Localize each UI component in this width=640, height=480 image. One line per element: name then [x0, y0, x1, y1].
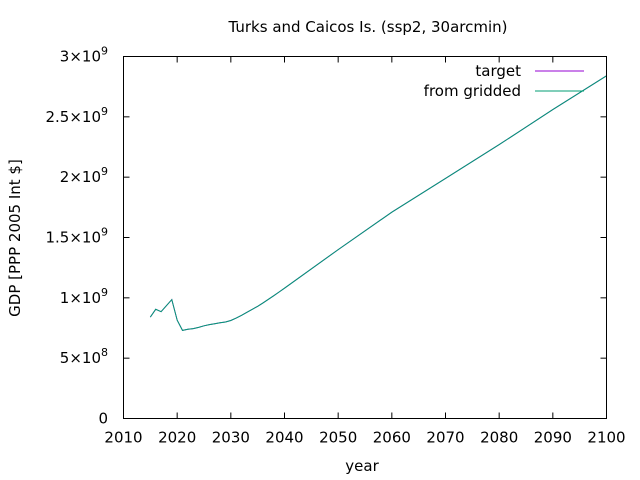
y-tick-label: 0	[98, 410, 108, 428]
legend-label: target	[475, 62, 521, 80]
x-axis-label: year	[345, 457, 379, 475]
x-tick-label: 2010	[104, 429, 142, 447]
series-line	[149, 75, 607, 331]
x-tick-label: 2030	[212, 429, 250, 447]
x-tick-label: 2040	[265, 429, 303, 447]
legend: target from gridded	[424, 62, 584, 100]
series-lines	[149, 75, 607, 331]
y-axis-label: GDP [PPP 2005 Int $]	[6, 159, 24, 317]
y-tick-label: 3×109	[60, 45, 108, 66]
chart-title: Turks and Caicos Is. (ssp2, 30arcmin)	[227, 18, 507, 36]
legend-label: from gridded	[424, 82, 521, 100]
x-tick-label: 2020	[158, 429, 196, 447]
x-tick-label: 2090	[534, 429, 572, 447]
y-tick-label: 1.5×109	[45, 226, 108, 247]
x-tick-label: 2050	[319, 429, 357, 447]
y-tick-label: 5×108	[60, 346, 108, 367]
y-tick-label: 1×109	[60, 286, 108, 307]
x-tick-label: 2060	[373, 429, 411, 447]
plot-frame	[123, 56, 607, 419]
x-tick-label: 2070	[426, 429, 464, 447]
series-line	[149, 75, 607, 331]
y-tick-label: 2.5×109	[45, 105, 108, 126]
x-tick-label: 2100	[587, 429, 625, 447]
y-tick-label: 2×109	[60, 165, 108, 186]
x-tick-label: 2080	[480, 429, 518, 447]
ticks: 2010 2020 2030 2040 2050 2060 2070 2080 2090 2100…	[45, 45, 625, 447]
